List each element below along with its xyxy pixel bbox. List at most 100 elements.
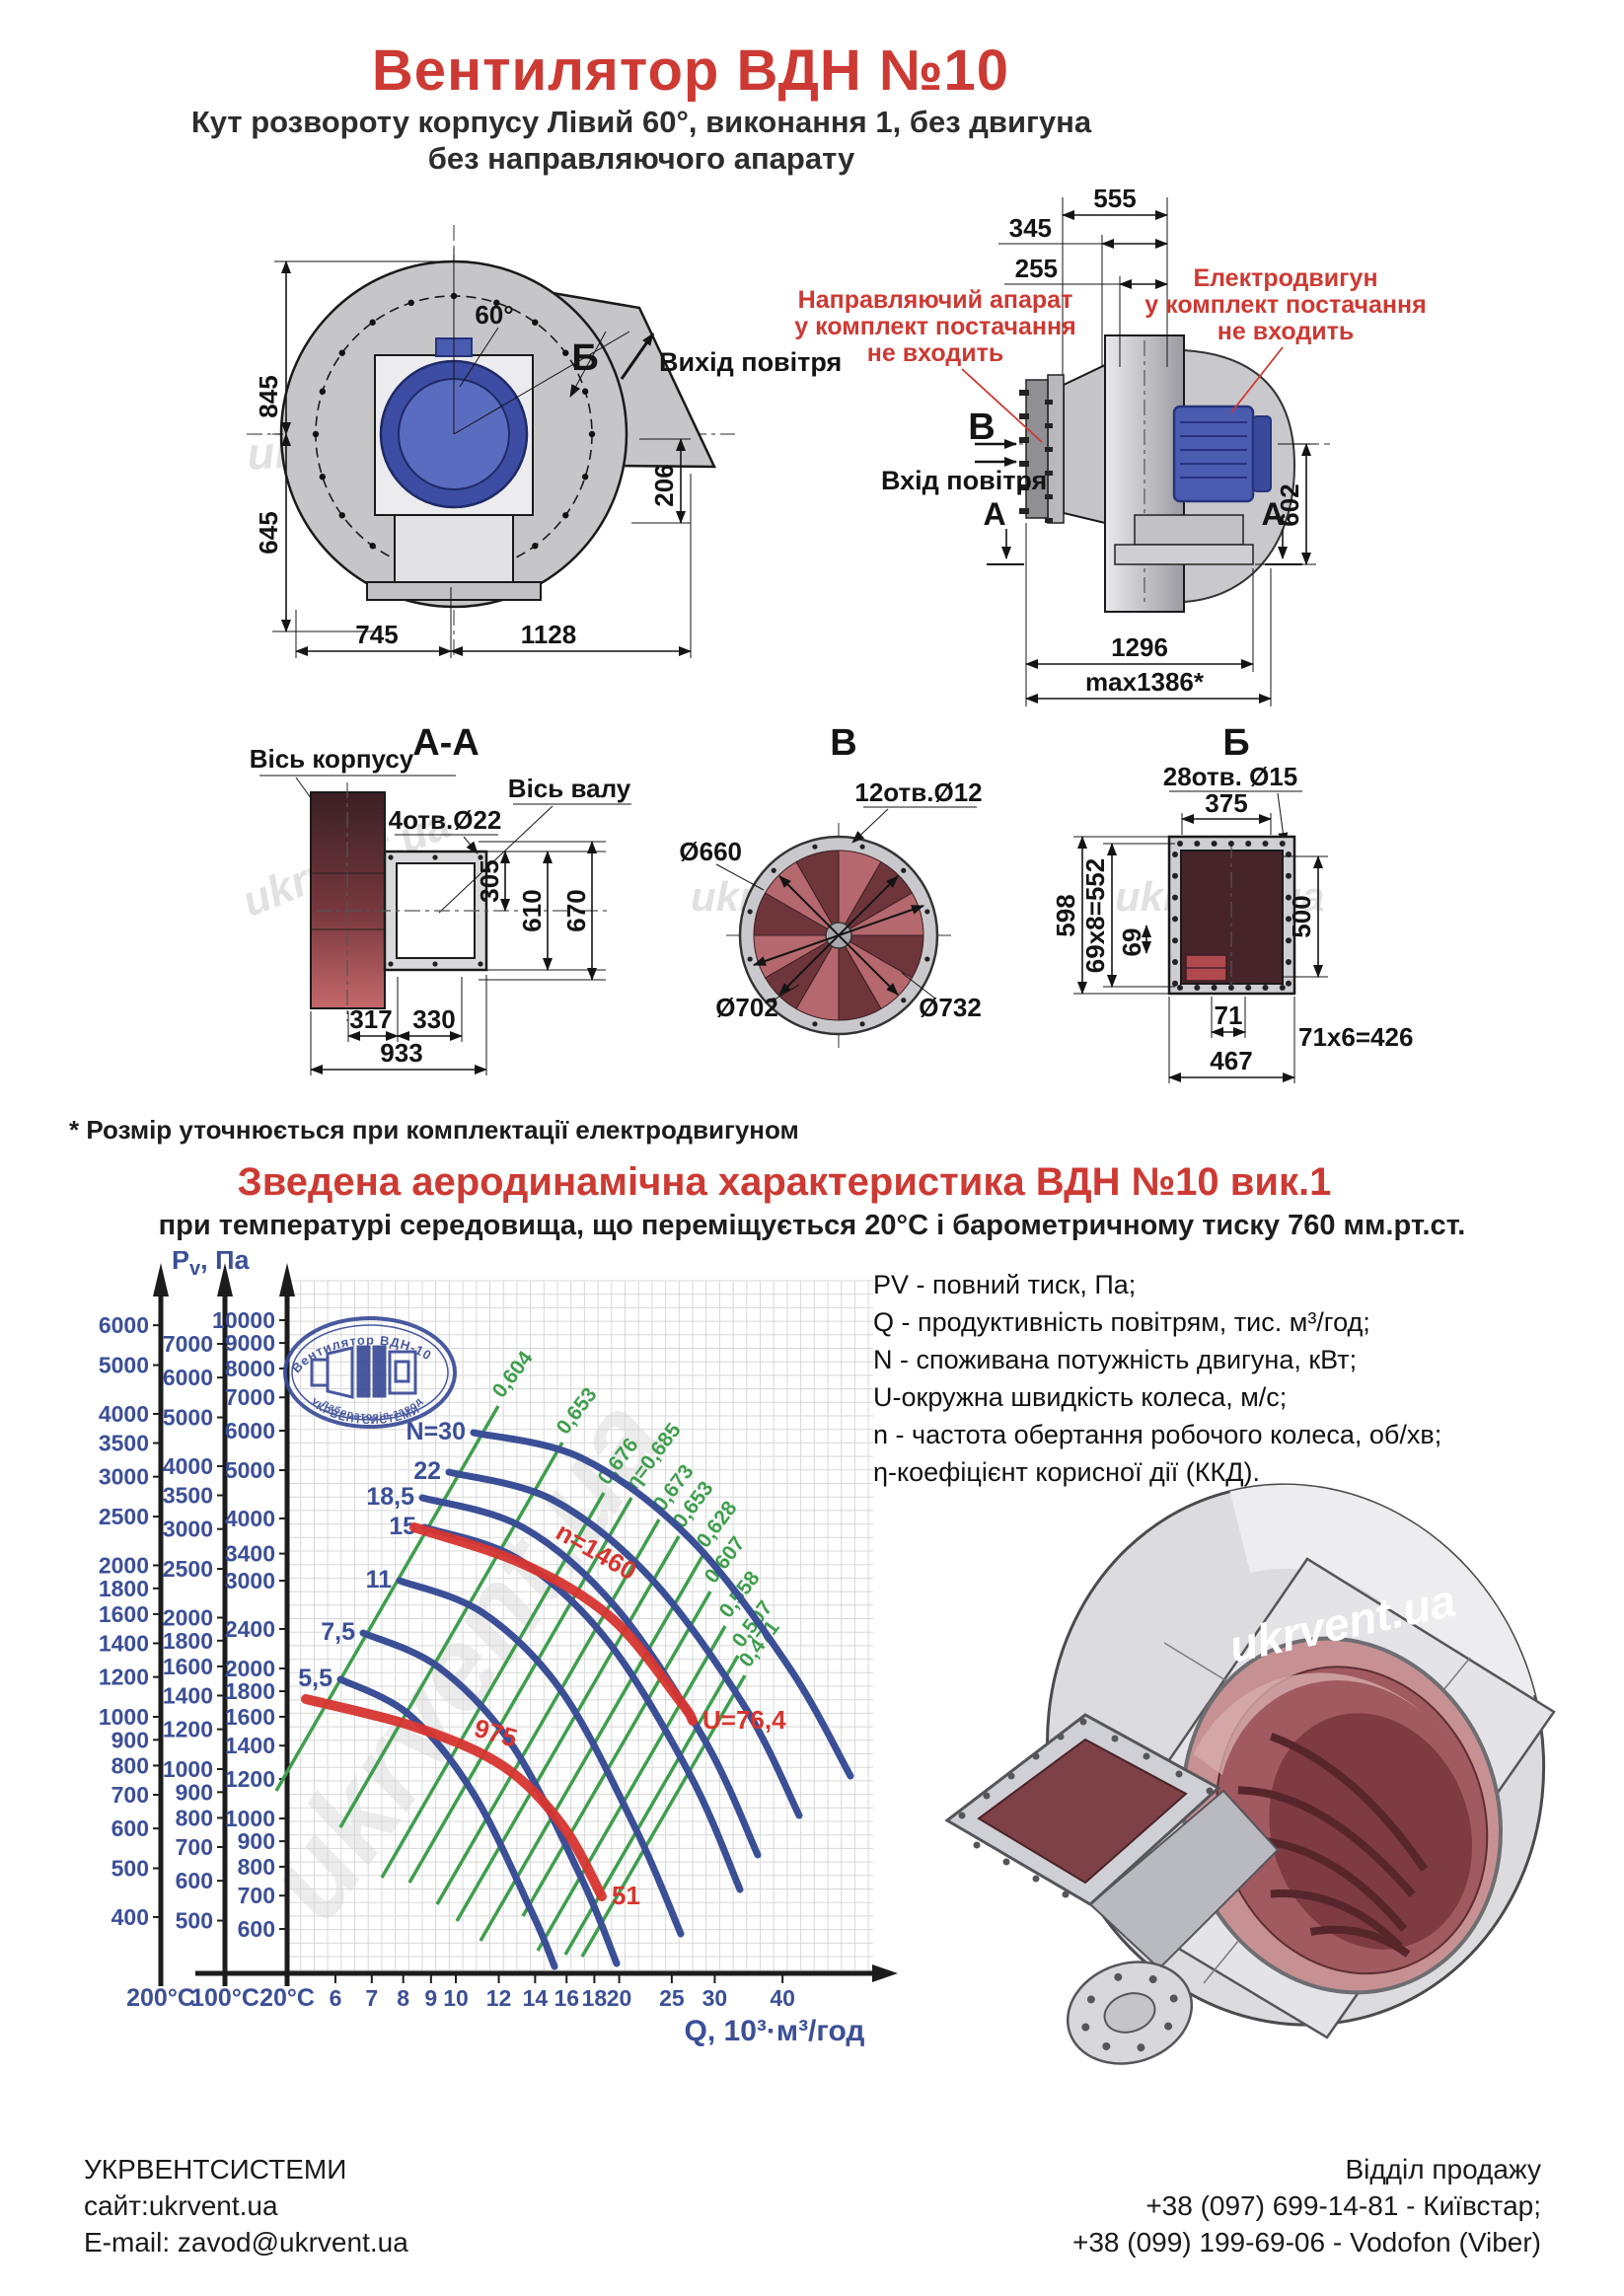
pressure-tick-label: 2400: [225, 1616, 275, 1642]
pressure-tick-label: 1200: [163, 1717, 213, 1742]
leader-line: [961, 368, 1043, 443]
pressure-tick-label: 600: [238, 1916, 275, 1942]
pressure-tick-label: 3000: [225, 1568, 275, 1593]
pressure-tick-label: 7000: [163, 1331, 213, 1357]
bolt-dot: [1172, 894, 1178, 901]
power-curve: [418, 1494, 762, 1859]
bolt-dot: [369, 319, 376, 326]
legend-line: η-коефіцієнт корисної дії (ККД).: [873, 1457, 1261, 1487]
pressure-tick-label: 2000: [163, 1604, 213, 1630]
pressure-tick-label: 5000: [163, 1405, 213, 1431]
pressure-tick-label: 700: [111, 1782, 149, 1808]
note-motor: Електродвигун у комплект постачання не в…: [1144, 264, 1427, 413]
dim-933: 933: [380, 1038, 422, 1068]
company-site[interactable]: сайт:ukrvent.ua: [84, 2190, 278, 2221]
company-email[interactable]: E-mail: zavod@ukrvent.ua: [84, 2227, 408, 2258]
power-curve: [336, 1675, 558, 1970]
holes-label: 4отв.Ø22: [389, 805, 502, 835]
bolt-dot: [493, 299, 500, 307]
svg-text:у комплект постачання: у комплект постачання: [1144, 291, 1426, 319]
pressure-tick-label: 800: [111, 1752, 149, 1778]
phone-2[interactable]: +38 (099) 199-69-06 - Vodofon (Viber): [1071, 2227, 1541, 2258]
efficiency-line: [407, 1497, 633, 1884]
dim-1296: 1296: [1111, 632, 1168, 662]
pressure-tick-label: 3400: [225, 1541, 275, 1567]
pressure-tick-label: 500: [111, 1856, 149, 1882]
efficiency-line: [536, 1625, 727, 1952]
bolt: [1019, 461, 1029, 467]
base-plate: [1114, 544, 1254, 565]
bolt-dot: [1211, 985, 1218, 991]
pressure-tick-label: 1000: [225, 1806, 275, 1831]
bolt-dot: [478, 854, 483, 860]
bolt-dot: [1286, 872, 1292, 879]
bolt-dot: [901, 867, 907, 873]
bolt: [1019, 437, 1029, 443]
front-view: 60° 845 645 745 1128 206 Б: [247, 225, 842, 658]
flange-bolts: [1172, 841, 1292, 991]
bolt-dot: [1279, 985, 1286, 991]
efficiency-line: [338, 1442, 564, 1828]
bolt-dot: [1194, 841, 1201, 847]
svg-text:у комплект постачання: у комплект постачання: [794, 313, 1075, 340]
pressure-tick-label: 5000: [225, 1457, 275, 1483]
bolt-dot: [1286, 916, 1292, 923]
bolt-dot: [478, 961, 483, 967]
bolt-dot: [1172, 852, 1178, 857]
pressure-tick-label: 900: [111, 1727, 149, 1752]
page-subtitle-1: Кут розвороту корпусу Лівий 60°, виконан…: [190, 105, 1092, 139]
bolt-dot: [1194, 985, 1201, 991]
q-tick-label: 16: [554, 1985, 579, 2011]
pressure-tick-label: 4000: [225, 1506, 275, 1531]
bolt-dot: [532, 543, 539, 550]
footnote: * Розмір уточнюється при комплектації ел…: [69, 1115, 799, 1145]
inlet-cone: [1063, 363, 1106, 525]
bolt-dot: [1172, 980, 1178, 987]
bolt: [1019, 390, 1029, 396]
section-mark-v: В: [968, 407, 995, 448]
efficiency-line: [521, 1591, 712, 1917]
power-curve: [445, 1468, 803, 1819]
dim-375: 375: [1205, 788, 1247, 818]
sales-dept: Відділ продажу: [1345, 2154, 1541, 2185]
pressure-tick-label: 1000: [163, 1756, 213, 1782]
dim-317: 317: [349, 1004, 392, 1034]
bolt-dot: [432, 961, 438, 967]
section-arrow: [569, 331, 607, 398]
flange-bolts: [958, 1718, 1214, 1898]
svg-text:Електродвигун: Електродвигун: [1193, 264, 1377, 292]
pressure-tick-label: 4000: [99, 1401, 149, 1427]
pressure-tick-label: 1600: [99, 1601, 149, 1627]
dia-702: Ø702: [715, 993, 778, 1022]
bolt: [1045, 423, 1053, 428]
bolt-dot: [1286, 937, 1292, 944]
bolt-dot: [562, 349, 569, 356]
bolt-dot: [1262, 841, 1269, 847]
technical-drawings: 60° 845 645 745 1128 206 Б: [247, 184, 1427, 1083]
frame-bolts: [388, 854, 483, 967]
axis-arrow: [217, 1263, 233, 1296]
bolt-dot: [312, 430, 320, 438]
dim-1128: 1128: [521, 620, 576, 649]
bolt: [1045, 471, 1053, 476]
pressure-tick-label: 2500: [163, 1556, 213, 1582]
speed-end-label: 51: [612, 1881, 640, 1910]
bolt-dot: [532, 319, 539, 326]
pressure-tick-label: 3500: [163, 1483, 213, 1509]
power-curve-label: 11: [366, 1566, 393, 1593]
dim-305: 305: [475, 859, 504, 902]
pressure-tick-label: 3500: [99, 1431, 149, 1456]
pressure-tick-label: 8000: [225, 1356, 275, 1381]
bolt: [1019, 508, 1029, 514]
bolt-dot: [338, 512, 345, 519]
pressure-tick-label: 1400: [163, 1682, 213, 1708]
pressure-tick-label: 600: [111, 1815, 149, 1841]
bolt-dot: [771, 867, 776, 873]
legend-line: Q - продуктивність повітрям, тис. м³/год…: [873, 1307, 1370, 1337]
pressure-tick-label: 2000: [225, 1656, 275, 1681]
holes-label: 12отв.Ø12: [854, 778, 982, 807]
bolt-dot: [1227, 985, 1234, 991]
air-out-label: Вихід повітря: [659, 347, 842, 377]
phone-1[interactable]: +38 (097) 699-14-81 - Київстар;: [1145, 2190, 1541, 2221]
bolt-dot: [338, 349, 345, 356]
